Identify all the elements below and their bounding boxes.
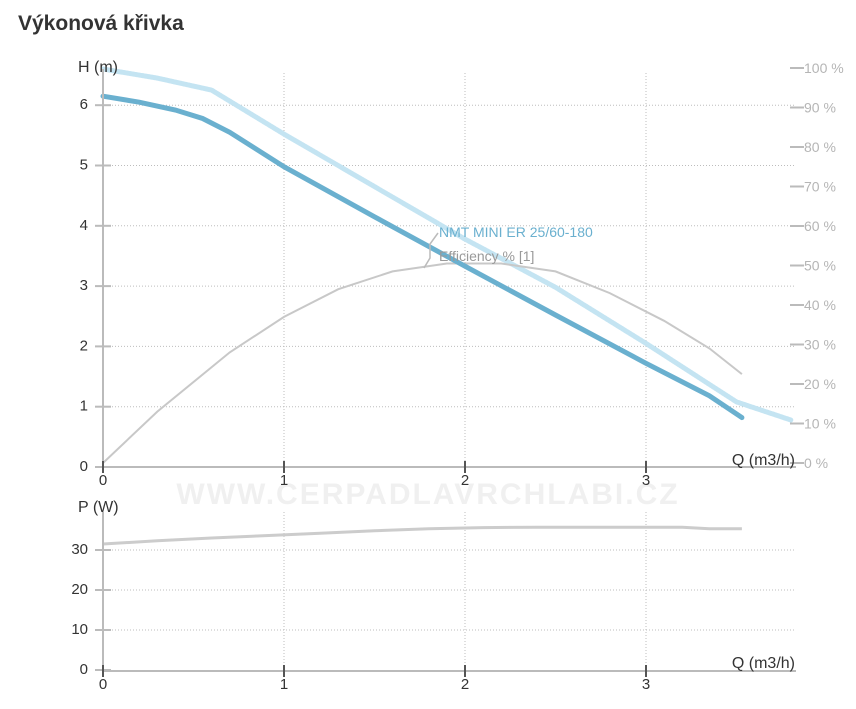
right-y-tick-9: 90 % <box>804 100 836 116</box>
top-y-tick-5: 5 <box>80 157 88 174</box>
bottom-x-axis-label: Q (m3/h) <box>732 655 795 672</box>
annotation-leader <box>423 232 439 269</box>
bottom-x-tick-1: 1 <box>280 676 288 693</box>
annotation-pump-name: NMT MINI ER 25/60-180 <box>439 224 593 240</box>
top-x-tick-2: 2 <box>461 472 469 489</box>
bottom-y-axis-label: P (W) <box>78 499 119 516</box>
right-y-tick-6: 60 % <box>804 218 836 234</box>
right-y-tick-1: 10 % <box>804 416 836 432</box>
power-line <box>102 525 742 546</box>
bottom-x-tick-2: 2 <box>461 676 469 693</box>
annotation-efficiency: Efficiency % [1] <box>439 248 534 264</box>
right-y-tick-4: 40 % <box>804 297 836 313</box>
top-x-tick-1: 1 <box>280 472 288 489</box>
top-x-axis-label: Q (m3/h) <box>732 452 795 469</box>
bottom-grid <box>103 512 796 671</box>
top-y-tick-6: 6 <box>80 96 88 113</box>
top-y-tick-1: 1 <box>80 398 88 415</box>
bottom-y-tick-0: 0 <box>80 661 88 678</box>
right-y-tick-7: 70 % <box>804 179 836 195</box>
efficiency-line <box>102 262 743 464</box>
right-y-tick-3: 30 % <box>804 337 836 353</box>
top-y-tick-0: 0 <box>80 458 88 475</box>
top-series <box>100 66 794 464</box>
right-y-tick-10: 100 % <box>804 60 844 76</box>
top-grid <box>103 73 796 467</box>
pump-curve-max-line <box>100 66 794 423</box>
top-y-axis-label: H (m) <box>78 59 118 76</box>
bottom-y-tick-3: 30 <box>71 541 88 558</box>
chart-title: Výkonová křivka <box>18 12 184 35</box>
right-y-tick-8: 80 % <box>804 139 836 155</box>
top-x-tick-3: 3 <box>642 472 650 489</box>
bottom-x-tick-0: 0 <box>99 676 107 693</box>
bottom-x-tick-3: 3 <box>642 676 650 693</box>
axes <box>95 67 804 677</box>
pump-curve-line <box>100 93 745 421</box>
bottom-series <box>102 525 742 546</box>
watermark: WWW.CERPADLAVRCHLABI.CZ <box>176 478 679 511</box>
annotations: NMT MINI ER 25/60-180 Efficiency % [1] <box>423 224 593 269</box>
top-y-tick-2: 2 <box>80 337 88 354</box>
right-y-tick-2: 20 % <box>804 376 836 392</box>
top-y-tick-3: 3 <box>80 277 88 294</box>
top-y-tick-4: 4 <box>80 217 88 234</box>
bottom-y-tick-1: 10 <box>71 621 88 638</box>
bottom-y-tick-2: 20 <box>71 581 88 598</box>
top-x-tick-0: 0 <box>99 472 107 489</box>
right-y-tick-5: 50 % <box>804 258 836 274</box>
right-y-tick-0: 0 % <box>804 455 828 471</box>
